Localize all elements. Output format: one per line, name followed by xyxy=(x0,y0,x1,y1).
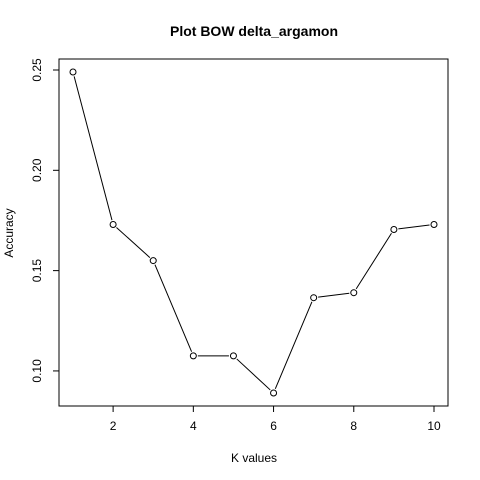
data-point xyxy=(69,68,77,76)
x-tick-label: 6 xyxy=(270,419,277,433)
plot-frame xyxy=(58,58,449,407)
y-tick-label: 0.25 xyxy=(30,58,44,82)
data-point xyxy=(270,389,278,397)
data-point xyxy=(310,294,318,302)
chart-title: Plot BOW delta_argamon xyxy=(170,23,338,39)
y-axis: 0.10 0.15 0.20 0.25 xyxy=(30,58,59,383)
y-tick-label: 0.15 xyxy=(30,259,44,283)
x-tick-label: 4 xyxy=(190,419,197,433)
y-tick-label: 0.20 xyxy=(30,158,44,182)
data-point xyxy=(189,352,197,360)
data-point xyxy=(390,225,398,233)
x-tick-label: 10 xyxy=(427,419,441,433)
y-tick-label: 0.10 xyxy=(30,359,44,383)
series-line xyxy=(73,76,430,391)
data-point xyxy=(430,220,438,228)
data-point xyxy=(109,220,117,228)
data-point xyxy=(229,352,237,360)
data-point xyxy=(350,289,358,297)
data-point xyxy=(149,257,157,265)
x-axis: 2 4 6 8 10 xyxy=(110,406,441,433)
x-tick-label: 2 xyxy=(110,419,117,433)
x-tick-label: 8 xyxy=(350,419,357,433)
data-points xyxy=(69,68,438,397)
x-axis-label: K values xyxy=(231,451,277,465)
y-axis-label: Accuracy xyxy=(2,208,16,257)
